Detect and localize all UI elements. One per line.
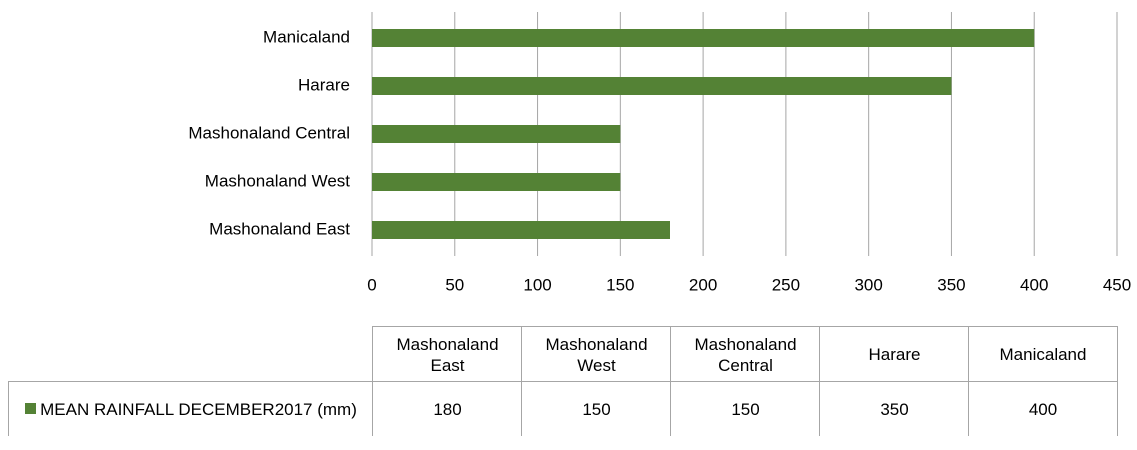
legend-swatch <box>25 402 37 414</box>
table-value-cell: 180 <box>372 381 522 436</box>
table-header-cell: Mashonaland West <box>521 326 671 382</box>
x-tick-label: 300 <box>854 275 882 294</box>
y-tick-label: Mashonaland Central <box>188 123 350 142</box>
legend-label: MEAN RAINFALL DECEMBER2017 (mm) <box>40 399 357 419</box>
x-tick-label: 50 <box>445 275 464 294</box>
bar <box>372 77 952 95</box>
x-tick-label: 450 <box>1103 275 1131 294</box>
bar <box>372 173 621 191</box>
table-row-label: MEAN RAINFALL DECEMBER2017 (mm) <box>8 381 373 436</box>
x-tick-label: 200 <box>689 275 717 294</box>
y-tick-label: Mashonaland East <box>209 219 350 238</box>
table-header-cell: Mashonaland East <box>372 326 522 382</box>
x-tick-label: 0 <box>367 275 376 294</box>
table-value-cell: 400 <box>968 381 1118 436</box>
table-value-cell: 350 <box>819 381 969 436</box>
bar <box>372 125 621 143</box>
x-tick-label: 350 <box>937 275 965 294</box>
y-tick-label: Mashonaland West <box>205 171 350 190</box>
y-tick-label: Manicaland <box>263 27 350 46</box>
bar <box>372 29 1035 47</box>
x-tick-label: 150 <box>606 275 634 294</box>
table-value-cell: 150 <box>670 381 820 436</box>
legend-entry: MEAN RAINFALL DECEMBER2017 (mm) <box>25 399 357 420</box>
y-tick-label: Harare <box>298 75 350 94</box>
x-tick-label: 250 <box>772 275 800 294</box>
table-header-cell: Mashonaland Central <box>670 326 820 382</box>
x-tick-label: 100 <box>523 275 551 294</box>
table-value-cell: 150 <box>521 381 671 436</box>
table-header-cell: Manicaland <box>968 326 1118 382</box>
x-tick-label: 400 <box>1020 275 1048 294</box>
bar <box>372 221 670 239</box>
table-header-cell: Harare <box>819 326 969 382</box>
